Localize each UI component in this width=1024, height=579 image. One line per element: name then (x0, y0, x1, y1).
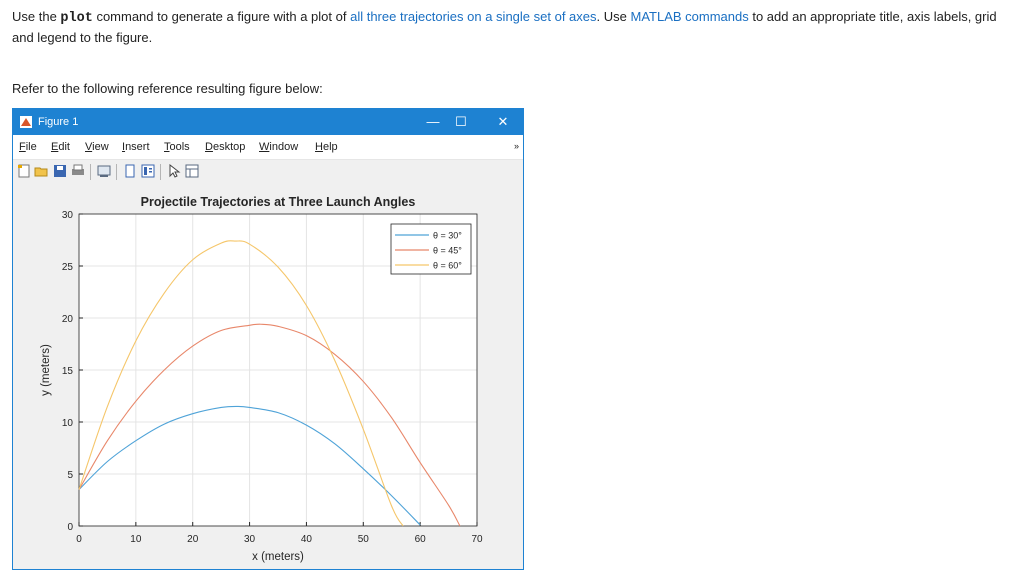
figure-toolbar (13, 160, 523, 185)
link-plot-icon[interactable] (97, 164, 111, 178)
series-line (78, 323, 461, 527)
instructions-text: command to generate a figure with a plot… (92, 9, 351, 24)
menu-overflow-icon[interactable]: » (513, 141, 519, 151)
menu-tools[interactable]: Tools (164, 141, 190, 153)
y-axis-label: y (meters) (40, 344, 52, 396)
edit-plot-icon[interactable] (167, 164, 181, 178)
open-file-icon[interactable] (34, 164, 48, 178)
x-tick-label: 60 (415, 534, 427, 545)
chart[interactable]: 0 10 20 30 40 50 60 70 0 5 10 15 20 25 30 Projectile Tr… (13, 184, 523, 569)
y-tick-label: 0 (67, 522, 73, 533)
y-tick-label: 5 (67, 470, 73, 481)
menu-view[interactable]: View (85, 141, 109, 153)
close-button[interactable]: ✕ (497, 114, 509, 129)
menu-window[interactable]: Window (259, 141, 299, 153)
x-tick-label: 10 (130, 534, 142, 545)
trajectories-link[interactable]: all three trajectories on a single set o… (350, 9, 597, 24)
plot-area: 0 10 20 30 40 50 60 70 0 5 10 15 20 25 30 Projectile Tr… (13, 184, 523, 569)
window-title: Figure 1 (38, 116, 79, 128)
legend-entry: θ = 30° (433, 231, 462, 241)
toolbar-separator (90, 164, 91, 180)
x-axis-label: x (meters) (252, 551, 304, 563)
instructions-paragraph: Use the plot command to generate a figur… (12, 7, 1012, 47)
y-tick-label: 25 (62, 262, 74, 273)
property-inspector-icon[interactable] (185, 164, 199, 178)
instructions-text: . Use (596, 9, 631, 24)
instructions-text: Use the (12, 9, 61, 24)
legend-entry: θ = 60° (433, 261, 462, 271)
series-line (78, 405, 421, 526)
x-tick-label: 70 (471, 534, 483, 545)
print-icon[interactable] (71, 164, 85, 178)
menu-edit[interactable]: Edit (51, 141, 70, 153)
window-titlebar[interactable]: Figure 1 — ☐ ✕ (13, 109, 523, 135)
x-tick-label: 20 (187, 534, 199, 545)
new-figure-icon[interactable] (17, 164, 31, 178)
series-line (78, 240, 404, 527)
refer-text: Refer to the following reference resulti… (12, 81, 323, 96)
x-tick-label: 0 (76, 534, 82, 545)
minimize-button[interactable]: — (426, 114, 440, 129)
chart-title: Projectile Trajectories at Three Launch … (141, 195, 416, 209)
menu-help[interactable]: Help (315, 141, 338, 153)
menu-desktop[interactable]: Desktop (205, 141, 246, 153)
menu-file[interactable]: File (19, 141, 37, 153)
plot-command-code: plot (60, 11, 93, 26)
legend-box (390, 223, 472, 275)
legend-entry: θ = 45° (433, 246, 462, 256)
menu-bar: File Edit View Insert Tools Desktop Wind… (13, 135, 523, 160)
x-tick-label: 50 (358, 534, 370, 545)
hide-plot-tools-icon[interactable] (123, 164, 137, 178)
figure-window: Figure 1 — ☐ ✕ File Edit View Insert Too… (12, 108, 524, 570)
y-tick-label: 10 (62, 418, 74, 429)
y-tick-label: 15 (62, 366, 74, 377)
show-plot-tools-icon[interactable] (141, 164, 155, 178)
menu-insert[interactable]: Insert (122, 141, 150, 153)
matlab-commands-link[interactable]: MATLAB commands (630, 9, 749, 24)
maximize-button[interactable]: ☐ (455, 114, 467, 129)
y-tick-label: 20 (62, 314, 74, 325)
toolbar-separator (160, 164, 161, 180)
matlab-icon (20, 116, 32, 128)
y-tick-label: 30 (62, 210, 74, 221)
toolbar-separator (116, 164, 117, 180)
x-tick-label: 30 (244, 534, 256, 545)
x-tick-label: 40 (301, 534, 313, 545)
save-icon[interactable] (53, 164, 67, 178)
instructions-text: to add an appropriate title, axis labels… (12, 9, 997, 45)
